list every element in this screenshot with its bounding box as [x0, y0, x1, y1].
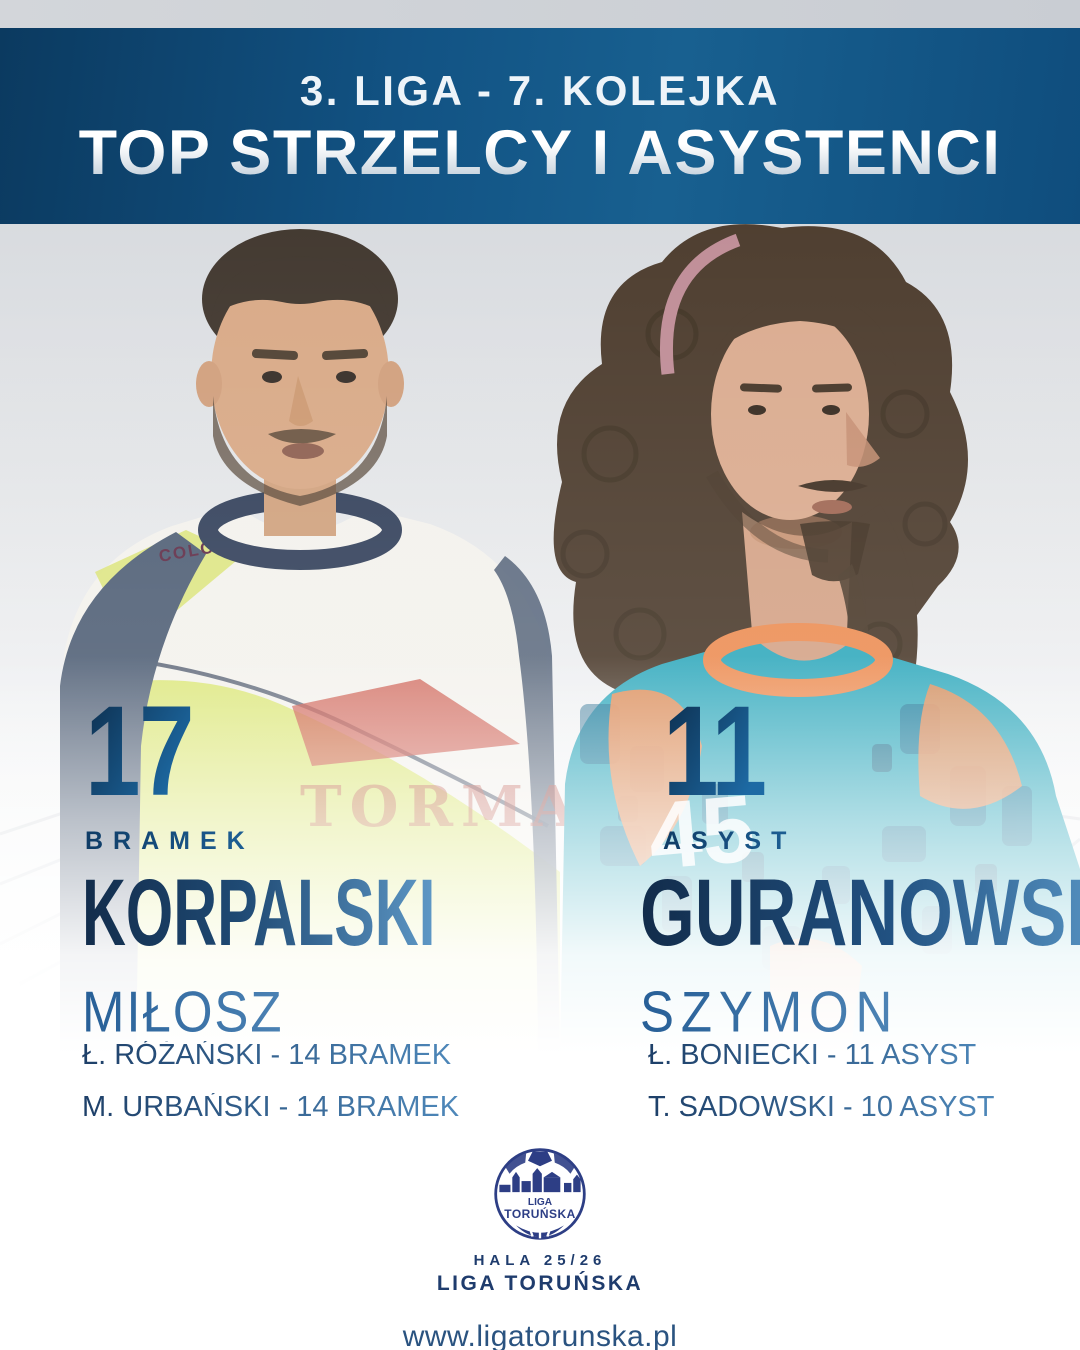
soccer-ball-pattern: [504, 1151, 576, 1174]
website-url: www.ligatorunska.pl: [402, 1320, 678, 1350]
scorer-surname: KORPALSKI: [82, 860, 436, 966]
scorer-stat-label: BRAMEK: [85, 826, 255, 855]
logo-liga-text: LIGA: [528, 1197, 553, 1208]
scorer-firstname: MIŁOSZ: [82, 984, 538, 1041]
assist-stat-value: 11: [663, 680, 767, 823]
list-item: T. SADOWSKI - 10 ASYST: [648, 1091, 995, 1123]
scorer-name: KORPALSKI MIŁOSZ: [82, 860, 547, 1041]
list-item: Ł. BONIECKI - 11 ASYST: [648, 1041, 995, 1070]
jersey-sponsor-text: TORMA: [300, 774, 582, 840]
top-strip: [0, 0, 1080, 28]
assist-stat: 11 ASYST: [663, 680, 797, 856]
assist-surname: GURANOWSKI: [640, 865, 1080, 960]
logo-fan: [516, 1225, 564, 1239]
round-label: 3. LIGA - 7. KOLEJKA: [299, 66, 781, 114]
list-item: Ł. RÓŻAŃSKI - 14 BRAMEK: [82, 1041, 459, 1070]
logo-torunska-text: TORUŃSKA: [504, 1206, 575, 1221]
footer: LIGA TORUŃSKA HALA 25/26 LIGA TORUŃSKA w…: [0, 1146, 1080, 1350]
scorer-stat: 17 BRAMEK: [85, 680, 255, 856]
scorer-stat-value: 17: [85, 680, 194, 823]
scorer-runners-list: Ł. RÓŻAŃSKI - 14 BRAMEK M. URBAŃSKI - 14…: [82, 1041, 459, 1145]
league-line: LIGA TORUŃSKA: [436, 1272, 644, 1295]
assist-runners-list: Ł. BONIECKI - 11 ASYST T. SADOWSKI - 10 …: [648, 1041, 995, 1145]
league-crest-logo: LIGA TORUŃSKA: [494, 1148, 586, 1240]
list-item: M. URBAŃSKI - 14 BRAMEK: [82, 1091, 460, 1123]
header-banner: 3. LIGA - 7. KOLEJKA TOP STRZELCY I ASYS…: [0, 28, 1080, 224]
season-line: HALA 25/26: [473, 1252, 607, 1269]
city-skyline: [499, 1168, 581, 1193]
poster-title: TOP STRZELCY I ASYSTENCI: [78, 117, 1002, 188]
assist-firstname: SZYMON: [640, 984, 1080, 1041]
assist-name: GURANOWSKI SZYMON: [640, 865, 1080, 1041]
assist-stat-label: ASYST: [663, 826, 797, 855]
